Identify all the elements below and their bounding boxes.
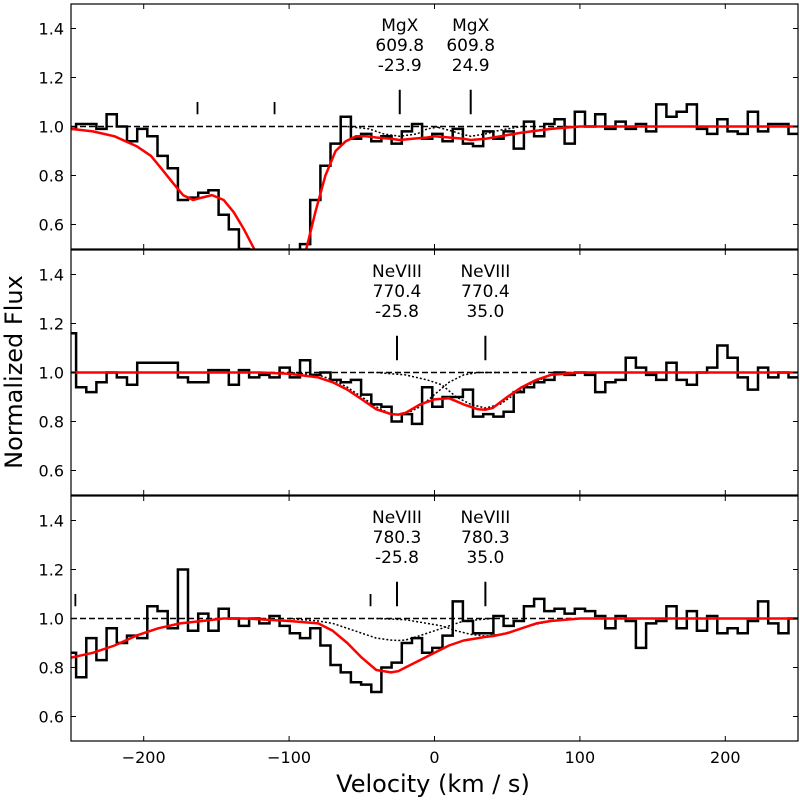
component-label: 24.9 xyxy=(452,56,490,76)
x-tick-label: 200 xyxy=(710,748,741,767)
y-tick-label: 0.6 xyxy=(39,708,64,727)
y-tick-label: 0.8 xyxy=(39,659,64,678)
component-label: MgX xyxy=(381,16,418,36)
component-profile-2 xyxy=(376,371,580,409)
model-fit xyxy=(71,125,798,249)
y-tick-label: 1.2 xyxy=(39,315,64,334)
plot-area xyxy=(71,568,798,694)
model-fit xyxy=(71,371,798,416)
y-tick-label: 1.0 xyxy=(39,364,64,383)
x-axis: −200 −100 0 100 200 xyxy=(122,748,741,767)
y-tick-label: 0.6 xyxy=(39,462,64,481)
y-tick-label: 1.4 xyxy=(39,20,64,39)
panel-3: 0.60.81.01.21.4 NeVIII780.3-25.8NeVIII780… xyxy=(39,495,799,742)
component-profile-1 xyxy=(289,617,493,642)
component-label: 770.4 xyxy=(373,282,422,302)
component-label: 35.0 xyxy=(466,302,504,322)
component-label: 609.8 xyxy=(375,36,424,56)
component-profile-1 xyxy=(289,371,500,416)
x-tick-label: −200 xyxy=(122,748,166,767)
component-label: NeVIII xyxy=(372,262,422,282)
y-tick-label: 0.8 xyxy=(39,413,64,432)
component-label: 35.0 xyxy=(466,548,504,568)
component-label: NeVIII xyxy=(372,508,422,528)
component-label: 780.3 xyxy=(373,528,422,548)
component-profile-1 xyxy=(347,125,442,138)
component-profile-2 xyxy=(434,125,522,138)
data-spectrum xyxy=(71,332,798,426)
y-tick-label: 1.2 xyxy=(39,69,64,88)
x-tick-label: −100 xyxy=(267,748,311,767)
x-tick-label: 0 xyxy=(429,748,439,767)
component-label: MgX xyxy=(452,16,489,36)
plot-area xyxy=(71,103,798,249)
y-tick-label: 1.0 xyxy=(39,610,64,629)
component-label: 770.4 xyxy=(461,282,510,302)
data-spectrum xyxy=(71,568,798,694)
component-label: -25.8 xyxy=(375,548,419,568)
y-tick-label: 1.2 xyxy=(39,561,64,580)
y-tick-label: 1.4 xyxy=(39,266,64,285)
x-tick-label: 100 xyxy=(565,748,596,767)
data-spectrum xyxy=(71,103,798,249)
component-label: -23.9 xyxy=(378,56,422,76)
y-tick-label: 0.8 xyxy=(39,167,64,186)
x-axis-title: Velocity (km / s) xyxy=(336,770,530,798)
component-label: NeVIII xyxy=(460,508,510,528)
y-tick-label: 1.4 xyxy=(39,512,64,531)
y-tick-label: 0.6 xyxy=(39,216,64,235)
y-axis-title: Normalized Flux xyxy=(0,275,28,469)
component-label: 780.3 xyxy=(461,528,510,548)
component-label: NeVIII xyxy=(460,262,510,282)
model-fit xyxy=(71,617,798,674)
panel-2: 0.60.81.01.21.4 NeVIII770.4-25.8NeVIII770… xyxy=(39,249,799,496)
y-tick-label: 1.0 xyxy=(39,118,64,137)
component-label: 609.8 xyxy=(446,36,495,56)
component-label: -25.8 xyxy=(375,302,419,322)
plot-area xyxy=(71,332,798,426)
